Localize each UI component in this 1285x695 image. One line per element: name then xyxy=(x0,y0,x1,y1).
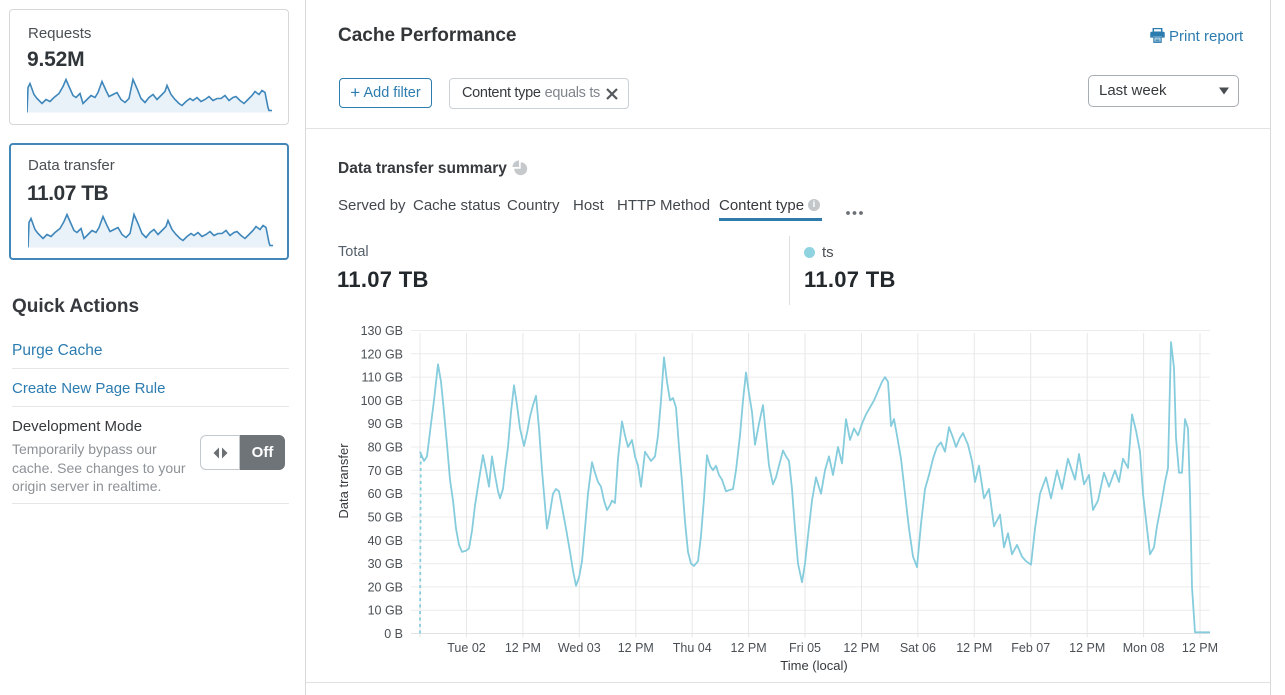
svg-text:130 GB: 130 GB xyxy=(361,324,403,338)
svg-text:Tue 02: Tue 02 xyxy=(447,641,486,655)
svg-text:120 GB: 120 GB xyxy=(361,347,403,361)
svg-text:Thu 04: Thu 04 xyxy=(673,641,712,655)
svg-text:Data transfer: Data transfer xyxy=(336,443,351,519)
svg-text:80 GB: 80 GB xyxy=(368,441,403,455)
svg-text:Sat 06: Sat 06 xyxy=(900,641,936,655)
svg-text:12 PM: 12 PM xyxy=(843,641,879,655)
svg-text:Feb 07: Feb 07 xyxy=(1011,641,1050,655)
svg-text:50 GB: 50 GB xyxy=(368,511,403,525)
svg-text:110 GB: 110 GB xyxy=(362,371,403,385)
svg-text:30 GB: 30 GB xyxy=(368,557,403,571)
svg-text:12 PM: 12 PM xyxy=(731,641,767,655)
svg-text:Wed 03: Wed 03 xyxy=(558,641,601,655)
svg-text:Time (local): Time (local) xyxy=(780,658,847,673)
svg-text:12 PM: 12 PM xyxy=(1069,641,1105,655)
svg-text:12 PM: 12 PM xyxy=(505,641,541,655)
svg-text:70 GB: 70 GB xyxy=(368,464,403,478)
svg-text:10 GB: 10 GB xyxy=(368,604,403,618)
svg-text:Fri 05: Fri 05 xyxy=(789,641,821,655)
svg-text:40 GB: 40 GB xyxy=(368,534,403,548)
svg-text:12 PM: 12 PM xyxy=(618,641,654,655)
svg-text:12 PM: 12 PM xyxy=(1182,641,1218,655)
svg-text:100 GB: 100 GB xyxy=(361,394,403,408)
svg-text:60 GB: 60 GB xyxy=(368,487,403,501)
svg-text:0 B: 0 B xyxy=(384,627,403,641)
svg-text:20 GB: 20 GB xyxy=(368,580,403,594)
svg-text:12 PM: 12 PM xyxy=(956,641,992,655)
svg-text:Mon 08: Mon 08 xyxy=(1123,641,1165,655)
svg-text:90 GB: 90 GB xyxy=(368,417,403,431)
